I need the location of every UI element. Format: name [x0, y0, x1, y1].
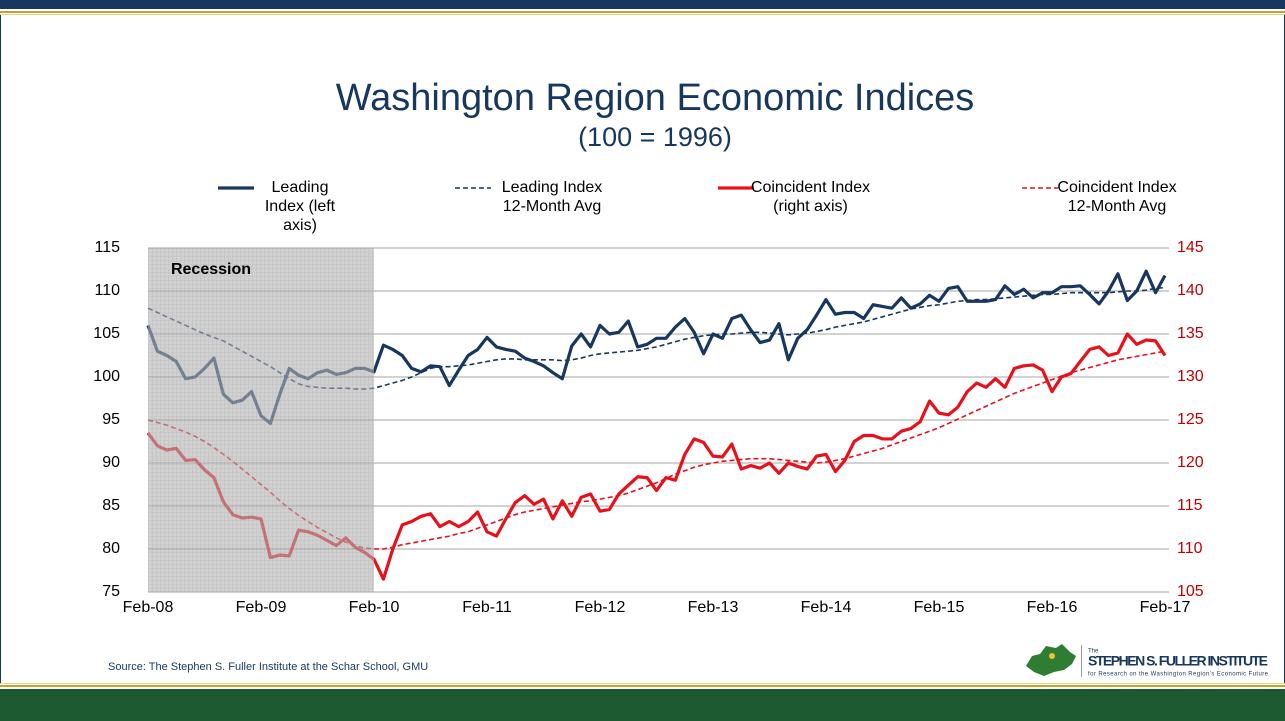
logo-dot [1049, 653, 1055, 659]
y2-tick-label: 125 [1177, 411, 1204, 428]
recession-shade [148, 248, 374, 592]
logo-name: STEPHEN S. FULLER INSTITUTE [1088, 653, 1268, 669]
x-tick-label: Feb-10 [349, 599, 400, 616]
y2-tick-label: 135 [1177, 325, 1204, 342]
x-tick-label: Feb-13 [688, 599, 739, 616]
bottom-bar [0, 689, 1285, 721]
y-tick-label: 95 [102, 411, 120, 428]
source: Source: The Stephen S. Fuller Institute … [108, 661, 428, 673]
x-tick-label: Feb-11 [462, 599, 512, 616]
x-tick-label: Feb-08 [123, 599, 174, 616]
y2-tick-label: 145 [1177, 239, 1204, 256]
x-tick-label: Feb-15 [914, 599, 965, 616]
bottom-rule [0, 685, 1285, 687]
left-border [0, 15, 1, 683]
x-tick-label: Feb-14 [801, 599, 852, 616]
chart-title: Washington Region Economic Indices [336, 77, 975, 119]
legend-label: Leading Index 12-Month Avg [501, 179, 603, 215]
y2-tick-label: 130 [1177, 368, 1204, 385]
legend-label: Coincident Index 12-Month Avg [1057, 179, 1177, 215]
top-bar [0, 0, 1285, 9]
logo-divider [1081, 645, 1082, 677]
top-rule-light [0, 14, 1285, 15]
y2-tick-label: 105 [1177, 583, 1204, 600]
y-tick-label: 110 [94, 282, 120, 299]
y-tick-label: 115 [94, 239, 120, 256]
x-tick-label: Feb-12 [575, 599, 626, 616]
y-tick-label: 105 [93, 325, 120, 342]
y-tick-label: 80 [102, 540, 120, 557]
y-tick-label: 90 [102, 454, 120, 471]
y2-tick-label: 115 [1177, 497, 1203, 514]
legend-label: Leading Index (left axis) [264, 179, 336, 234]
x-tick-label: Feb-16 [1027, 599, 1078, 616]
y2-tick-label: 120 [1177, 454, 1204, 471]
legend-label: Coincident Index (right axis) [750, 179, 871, 215]
y-tick-label: 75 [102, 583, 120, 600]
chart-subtitle: (100 = 1996) [578, 122, 732, 152]
logo-mark [1026, 644, 1076, 676]
bottom-rule-light [0, 683, 1285, 684]
y2-tick-label: 140 [1177, 282, 1204, 299]
y-tick-label: 100 [93, 368, 120, 385]
x-tick-label: Feb-17 [1140, 599, 1191, 616]
logo-tagline: for Research on the Washington Region's … [1088, 672, 1269, 678]
y-tick-label: 85 [102, 497, 120, 514]
logo-small: The [1088, 649, 1099, 655]
y2-tick-label: 110 [1177, 540, 1203, 557]
x-tick-label: Feb-09 [236, 599, 287, 616]
top-rule [0, 11, 1285, 13]
recession-label: Recession [171, 261, 251, 278]
